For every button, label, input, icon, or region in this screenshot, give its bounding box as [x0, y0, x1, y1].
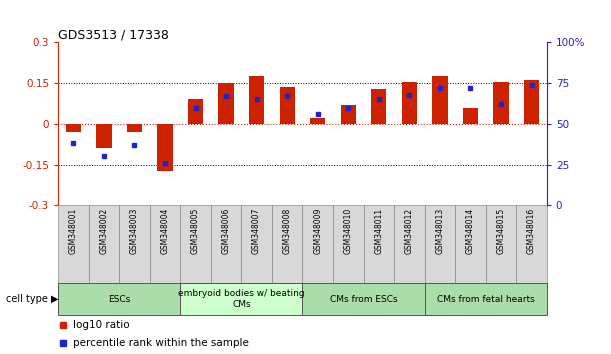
Bar — [66, 124, 81, 132]
Bar — [302, 205, 333, 283]
Text: percentile rank within the sample: percentile rank within the sample — [73, 338, 249, 348]
Bar — [89, 205, 119, 283]
Text: GSM348010: GSM348010 — [344, 208, 353, 254]
Bar — [425, 283, 547, 315]
Text: GSM348008: GSM348008 — [283, 208, 291, 254]
Text: GSM348004: GSM348004 — [161, 208, 169, 254]
Bar — [180, 205, 211, 283]
Bar — [364, 205, 394, 283]
Text: CMs from fetal hearts: CMs from fetal hearts — [437, 295, 535, 304]
Text: GSM348002: GSM348002 — [100, 208, 108, 254]
Bar — [249, 76, 264, 124]
Text: GDS3513 / 17338: GDS3513 / 17338 — [58, 28, 169, 41]
Bar — [219, 83, 234, 124]
Bar — [425, 205, 455, 283]
Text: embryoid bodies w/ beating
CMs: embryoid bodies w/ beating CMs — [178, 290, 305, 309]
Bar — [127, 124, 142, 132]
Bar — [180, 283, 302, 315]
Bar — [280, 87, 295, 124]
Bar — [97, 124, 112, 148]
Text: GSM348016: GSM348016 — [527, 208, 536, 254]
Text: GSM348005: GSM348005 — [191, 208, 200, 254]
Text: GSM348013: GSM348013 — [436, 208, 444, 254]
Bar — [394, 205, 425, 283]
Bar — [119, 205, 150, 283]
Bar — [524, 80, 540, 124]
Bar — [463, 108, 478, 124]
Text: GSM348001: GSM348001 — [69, 208, 78, 254]
Bar — [494, 82, 508, 124]
Bar — [486, 205, 516, 283]
Bar — [302, 283, 425, 315]
Text: ESCs: ESCs — [108, 295, 130, 304]
Text: GSM348012: GSM348012 — [405, 208, 414, 254]
Bar — [158, 124, 173, 171]
Text: GSM348011: GSM348011 — [375, 208, 383, 254]
Bar — [402, 82, 417, 124]
Bar — [516, 205, 547, 283]
Text: GSM348007: GSM348007 — [252, 208, 261, 254]
Text: GSM348006: GSM348006 — [222, 208, 230, 254]
Bar — [455, 205, 486, 283]
Text: CMs from ESCs: CMs from ESCs — [330, 295, 397, 304]
Text: GSM348014: GSM348014 — [466, 208, 475, 254]
Bar — [58, 205, 89, 283]
Bar — [188, 99, 203, 124]
Text: GSM348009: GSM348009 — [313, 208, 322, 254]
Bar — [433, 76, 447, 124]
Bar — [371, 88, 386, 124]
Bar — [333, 205, 364, 283]
Text: GSM348015: GSM348015 — [497, 208, 505, 254]
Text: cell type ▶: cell type ▶ — [5, 294, 58, 304]
Bar — [341, 105, 356, 124]
Text: log10 ratio: log10 ratio — [73, 320, 130, 330]
Bar — [310, 119, 326, 124]
Bar — [272, 205, 302, 283]
Bar — [211, 205, 241, 283]
Bar — [58, 283, 180, 315]
Bar — [241, 205, 272, 283]
Bar — [150, 205, 180, 283]
Text: GSM348003: GSM348003 — [130, 208, 139, 254]
